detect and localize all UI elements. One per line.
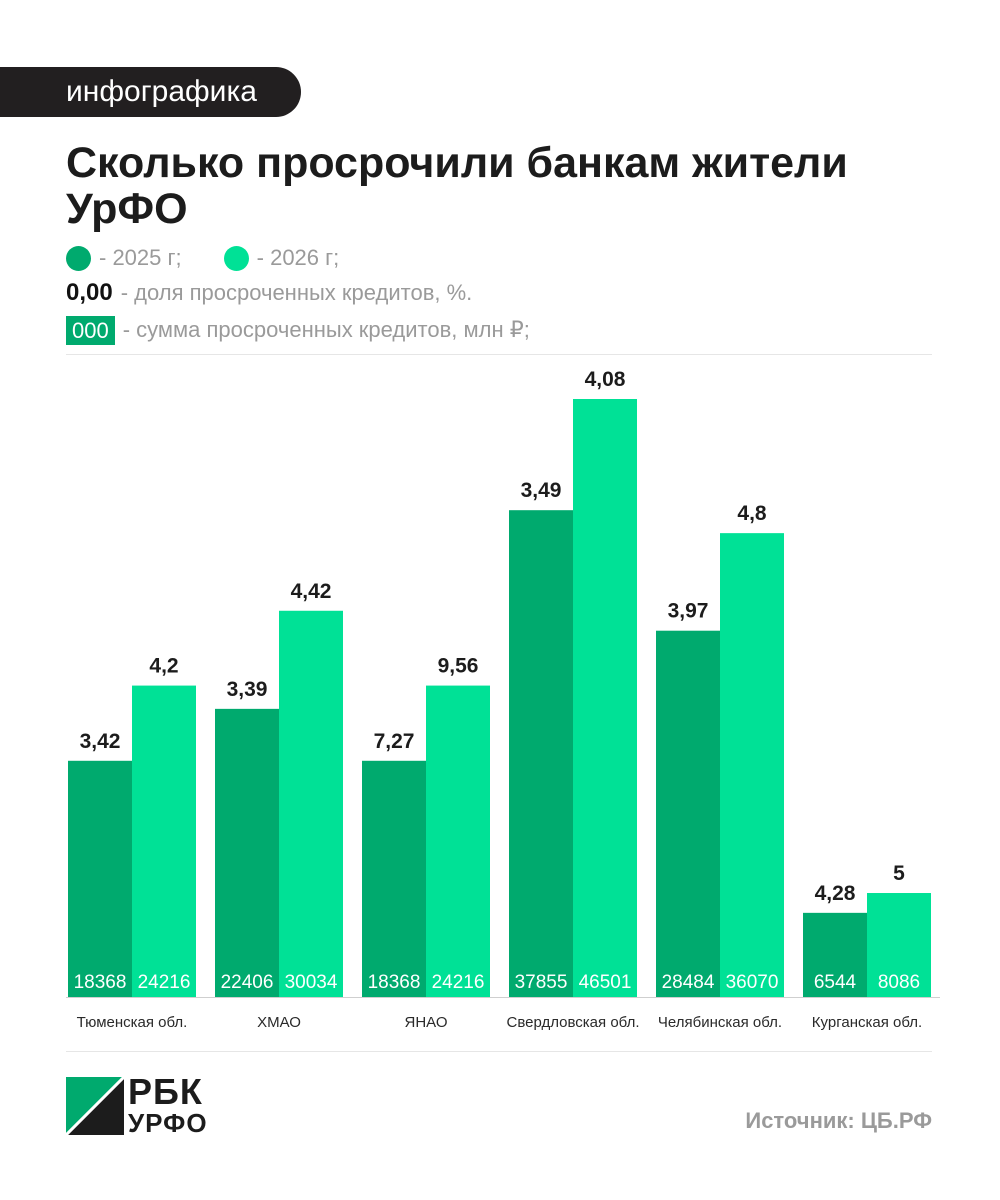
rbc-urfo-logo: РБК УРФО	[66, 1071, 236, 1139]
share-label-2026-1: 4,42	[291, 580, 332, 603]
share-label-2026-5: 5	[893, 862, 905, 885]
sum-label-2026-2: 24216	[432, 972, 485, 993]
category-label-1: ХМАО	[257, 1014, 301, 1031]
legend-label-2026: - 2026 г;	[256, 245, 340, 270]
sum-label-2026-4: 36070	[726, 972, 779, 993]
share-label-2025-0: 3,42	[80, 730, 121, 753]
bar-2026-5	[867, 893, 931, 997]
legend-share-text: - доля просроченных кредитов, %.	[120, 280, 473, 305]
sum-label-2025-1: 22406	[221, 972, 274, 993]
logo-text-urfo: УРФО	[128, 1108, 208, 1138]
logo-text-rbc: РБК	[128, 1071, 203, 1112]
category-label-0: Тюменская обл.	[77, 1014, 188, 1031]
bar-2025-4	[656, 630, 720, 997]
top-divider	[66, 354, 932, 355]
sum-label-2026-3: 46501	[579, 972, 632, 993]
category-label-2: ЯНАО	[404, 1014, 447, 1031]
share-label-2025-1: 3,39	[227, 678, 268, 701]
share-label-2026-2: 9,56	[438, 655, 479, 678]
bar-2026-2	[426, 685, 490, 997]
legend-sum-text: - сумма просроченных кредитов, млн ₽;	[122, 317, 530, 342]
sum-label-2026-0: 24216	[138, 972, 191, 993]
legend-dot-2026	[223, 245, 249, 271]
bar-2026-4	[720, 533, 784, 997]
share-label-2025-3: 3,49	[521, 479, 562, 502]
infographic-badge: инфографика	[0, 67, 301, 117]
legend-label-2025: - 2025 г;	[99, 245, 182, 270]
sum-label-2026-5: 8086	[878, 972, 920, 993]
bar-2026-0	[132, 685, 196, 997]
share-label-2025-2: 7,27	[374, 730, 415, 753]
share-label-2026-4: 4,8	[737, 502, 767, 525]
sum-label-2025-0: 18368	[74, 972, 127, 993]
bar-2025-5	[803, 912, 867, 997]
legend-sum-sample: 000	[66, 315, 115, 345]
sum-label-2026-1: 30034	[285, 972, 338, 993]
source-note: Источник: ЦБ.РФ	[745, 1108, 932, 1133]
legend-sum: 000 - сумма просроченных кредитов, млн ₽…	[66, 314, 530, 346]
legend-dot-2025	[66, 245, 91, 271]
legend-share-sample: 0,00	[66, 279, 113, 306]
bar-2026-1	[279, 610, 343, 997]
sum-label-2025-2: 18368	[368, 972, 421, 993]
bar-2025-1	[215, 708, 279, 997]
logo-mark-icon	[66, 1077, 124, 1135]
legend-years: - 2025 г; - 2026 г;	[66, 242, 339, 274]
category-label-4: Челябинская обл.	[658, 1014, 782, 1031]
bar-2025-3	[509, 510, 573, 997]
sum-label-2025-3: 37855	[515, 972, 568, 993]
legend-share: 0,00 - доля просроченных кредитов, %.	[66, 277, 472, 309]
share-label-2025-5: 4,28	[815, 882, 856, 905]
sum-label-2025-4: 28484	[662, 972, 715, 993]
chart-title: Сколько просрочили банкам жители УрФО	[66, 139, 848, 233]
bar-2026-3	[573, 399, 637, 997]
share-label-2025-4: 3,97	[668, 600, 709, 623]
sum-label-2025-5: 6544	[814, 972, 857, 993]
bar-chart: 3,42 18368 4,2 24216 Тюменская обл. 3,39 22406…	[66, 368, 940, 1031]
category-label-5: Курганская обл.	[812, 1014, 922, 1031]
category-label-3: Свердловская обл.	[507, 1014, 640, 1031]
bar-2025-0	[68, 760, 132, 997]
bottom-divider	[66, 1051, 932, 1052]
share-label-2026-0: 4,2	[149, 655, 178, 678]
bar-2025-2	[362, 760, 426, 997]
share-label-2026-3: 4,08	[585, 368, 626, 391]
